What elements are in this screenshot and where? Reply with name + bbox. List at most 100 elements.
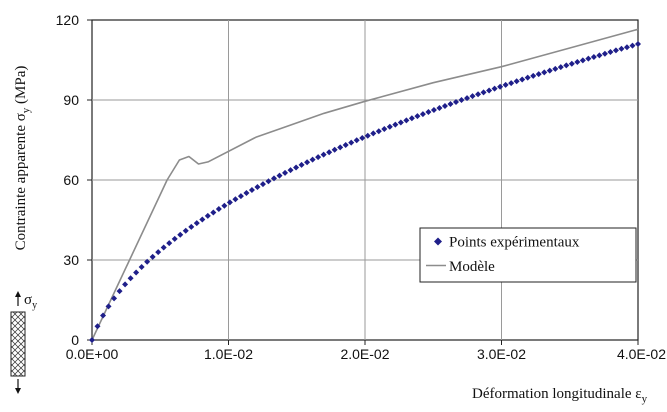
- x-tick-label: 0.0E+00: [66, 346, 119, 362]
- data-point: [171, 235, 178, 242]
- x-tick-label: 1.0E-02: [204, 346, 253, 362]
- data-point: [475, 91, 482, 98]
- data-point: [160, 244, 167, 251]
- data-point: [419, 111, 426, 118]
- data-point: [618, 45, 625, 52]
- data-point: [149, 253, 156, 260]
- data-point: [601, 50, 608, 57]
- inset-label: σy: [24, 292, 37, 311]
- data-point: [436, 104, 443, 111]
- data-point: [89, 337, 95, 343]
- data-point: [502, 81, 509, 88]
- data-point: [359, 134, 366, 141]
- data-point: [331, 146, 338, 153]
- data-point: [287, 167, 294, 174]
- data-point: [568, 60, 575, 67]
- data-point: [585, 55, 592, 62]
- data-point: [364, 132, 371, 139]
- x-tick-label: 2.0E-02: [340, 346, 389, 362]
- data-point: [133, 269, 140, 276]
- data-point: [458, 97, 465, 104]
- data-point: [298, 161, 305, 168]
- data-point: [464, 95, 471, 102]
- y-tick-label: 90: [63, 92, 79, 108]
- data-point: [607, 49, 614, 56]
- data-point: [248, 186, 255, 193]
- data-point: [579, 57, 586, 64]
- data-point: [629, 42, 636, 49]
- data-point: [94, 323, 101, 330]
- data-point: [100, 312, 107, 319]
- data-point: [116, 288, 123, 295]
- data-point: [193, 220, 200, 227]
- data-point: [546, 67, 553, 74]
- data-point: [635, 41, 641, 47]
- data-point: [486, 87, 493, 94]
- data-point: [188, 223, 195, 230]
- data-point: [469, 93, 476, 100]
- data-point: [232, 196, 239, 203]
- data-point: [574, 59, 581, 66]
- data-point: [590, 53, 597, 60]
- data-point: [353, 137, 360, 144]
- data-point: [122, 281, 129, 288]
- data-point: [508, 80, 515, 87]
- data-point: [370, 130, 377, 137]
- data-point: [375, 128, 382, 135]
- data-point: [127, 275, 134, 282]
- legend-model-label: Modèle: [449, 259, 495, 275]
- data-point: [282, 169, 289, 176]
- data-point: [210, 209, 217, 216]
- x-tick-label: 3.0E-02: [477, 346, 526, 362]
- data-point: [447, 100, 454, 107]
- data-point: [453, 99, 459, 106]
- data-point: [293, 164, 300, 171]
- y-axis-label: Contrainte apparente σy (MPa): [13, 66, 32, 251]
- data-point: [337, 144, 344, 151]
- data-point: [254, 184, 261, 191]
- y-tick-label: 120: [56, 12, 80, 28]
- data-point: [612, 47, 619, 54]
- data-point: [138, 263, 145, 270]
- y-tick-label: 60: [63, 172, 79, 188]
- data-point: [144, 258, 151, 265]
- data-point: [348, 139, 355, 146]
- specimen-icon: [10, 311, 26, 377]
- data-point: [204, 212, 211, 219]
- data-point: [530, 72, 537, 79]
- data-point: [271, 175, 277, 182]
- data-point: [386, 123, 393, 130]
- data-point: [519, 76, 526, 83]
- data-point: [441, 102, 448, 109]
- x-axis-label: Déformation longitudinale εy: [472, 386, 648, 405]
- tick-labels: 0.0E+00 1.0E-02 2.0E-02 3.0E-02 4.0E-02 0 30 60…: [56, 12, 667, 362]
- model-curve: [91, 28, 639, 341]
- data-point: [315, 154, 322, 161]
- data-point: [276, 172, 283, 179]
- data-point: [596, 52, 603, 59]
- y-tick-label: 30: [63, 252, 79, 268]
- data-point: [304, 159, 311, 166]
- data-point: [342, 141, 349, 148]
- data-point: [309, 156, 316, 163]
- data-point: [215, 206, 222, 213]
- data-point: [381, 125, 388, 132]
- data-point: [535, 71, 542, 78]
- data-point: [199, 216, 206, 223]
- data-point: [111, 295, 118, 302]
- data-point: [552, 65, 559, 72]
- data-point: [497, 83, 504, 90]
- data-point: [166, 240, 173, 247]
- data-point: [414, 113, 421, 120]
- data-point: [221, 202, 228, 209]
- data-point: [513, 78, 520, 85]
- data-point: [105, 303, 112, 310]
- data-point: [397, 119, 404, 126]
- x-tick-label: 4.0E-02: [617, 346, 666, 362]
- data-point: [480, 89, 487, 96]
- legend-points-label: Points expérimentaux: [449, 235, 580, 251]
- data-point: [326, 149, 333, 156]
- data-point: [155, 249, 162, 256]
- grid: [87, 19, 639, 345]
